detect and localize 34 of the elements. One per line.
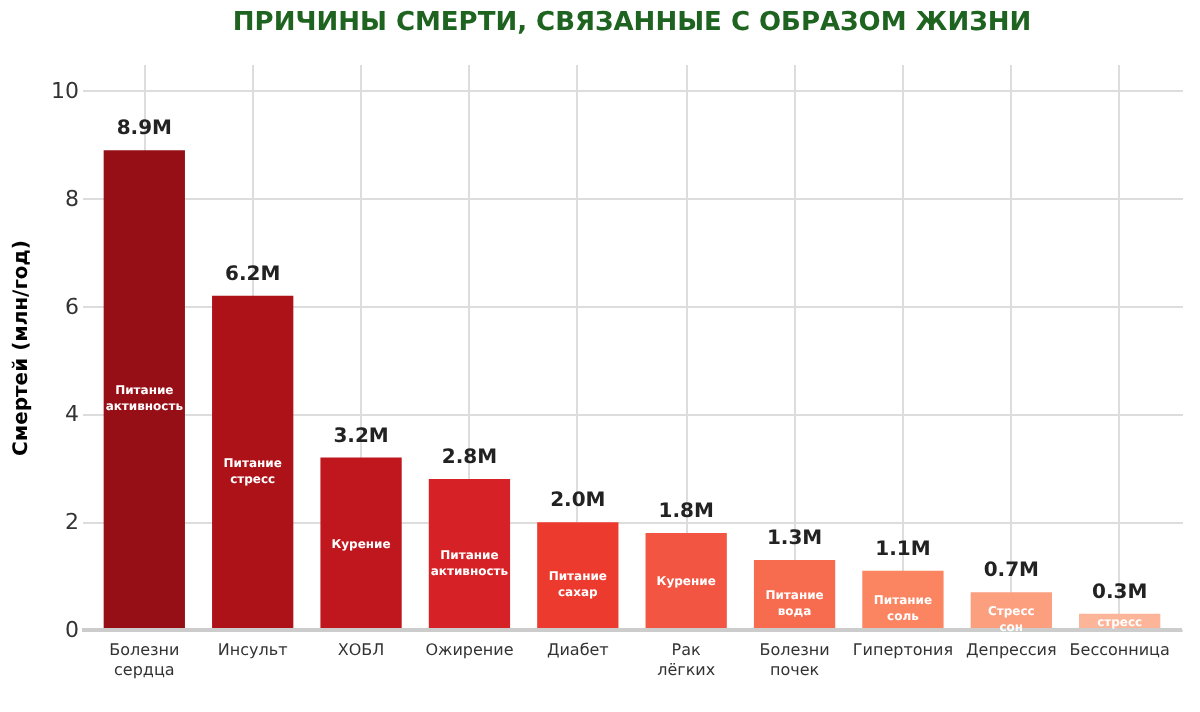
bar <box>212 295 294 630</box>
x-tick-label: Ожирение <box>425 641 514 659</box>
bar <box>645 532 727 630</box>
x-tick-label: Депрессия <box>966 641 1057 659</box>
x-tick-label: ХОБЛ <box>337 641 385 659</box>
data-label: 0.7M <box>983 560 1040 583</box>
x-tick-label: Гипертония <box>852 641 954 659</box>
y-tick-label: 2 <box>65 509 79 536</box>
data-label: 6.2M <box>225 263 281 286</box>
data-label: 2.0M <box>550 490 606 513</box>
x-tick-label: Болезни сердца <box>109 641 180 679</box>
data-label: 2.8M <box>441 447 498 470</box>
data-label: 1.3M <box>766 527 823 550</box>
y-axis-title: Смертей (млн/год) <box>11 240 34 456</box>
x-tick-label: Бессонница <box>1069 641 1170 659</box>
bar <box>103 150 185 630</box>
data-label: 0.3M <box>1092 581 1148 604</box>
data-label: 3.2M <box>333 425 389 448</box>
y-tick-label: 0 <box>65 617 79 643</box>
x-tick-label: Диабет <box>546 641 610 659</box>
y-tick-label: 8 <box>65 185 79 212</box>
x-tick-label: Рак лёгких <box>657 641 716 679</box>
x-tick-label: Болезни почек <box>759 641 830 679</box>
chart-title: ПРИЧИНЫ СМЕРТИ, СВЯЗАННЫЕ С ОБРАЗОМ ЖИЗНИ <box>232 8 1032 38</box>
data-label: 1.8M <box>658 500 714 523</box>
data-label: 1.1M <box>875 538 931 561</box>
y-tick-label: 6 <box>65 293 79 320</box>
bar <box>428 479 511 630</box>
bar <box>537 522 619 630</box>
y-tick-label: 10 <box>51 77 79 104</box>
bar <box>320 457 402 630</box>
x-tick-label: Инсульт <box>217 641 289 659</box>
y-tick-label: 4 <box>65 401 79 428</box>
data-label: 8.9M <box>116 118 173 141</box>
